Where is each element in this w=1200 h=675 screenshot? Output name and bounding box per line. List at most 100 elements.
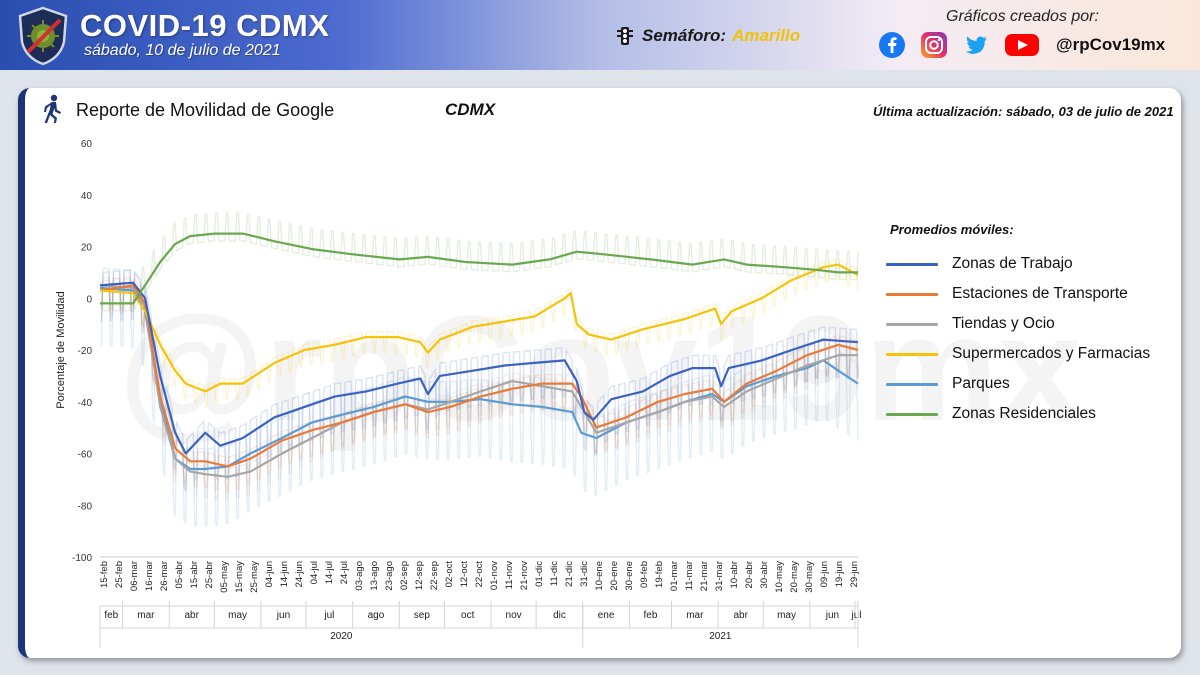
x-tick-label: 10-ene (594, 561, 605, 591)
region-label: CDMX (445, 100, 496, 119)
x-tick-label: 15-may (234, 561, 245, 593)
x-tick-label: 19-feb (654, 561, 665, 588)
y-tick-label: -80 (78, 501, 93, 512)
legend-label: Supermercados y Farmacias (952, 345, 1151, 362)
series-line-transporte (99, 284, 859, 468)
x-tick-label: 15-feb (99, 561, 110, 588)
x-tick-label: 06-mar (129, 561, 140, 591)
x-tick-label: 12-sep (414, 561, 425, 590)
x-tick-label: 11-dic (549, 561, 560, 586)
month-label: oct (461, 610, 475, 621)
x-tick-label: 15-abr (189, 561, 200, 588)
social-links: @rpCov19mx (878, 30, 1165, 60)
legend-item-residenciales: Zonas Residenciales (886, 404, 1096, 424)
x-tick-label: 25-feb (114, 561, 125, 588)
y-tick-label: -20 (78, 346, 93, 357)
month-label: mar (686, 610, 704, 621)
legend-label: Zonas Residenciales (952, 405, 1096, 422)
x-tick-label: 19-jun (834, 561, 845, 587)
y-axis-label: Porcentaje de Movilidad (55, 291, 67, 408)
x-tick-label: 09-jun (819, 561, 830, 587)
legend-swatch (886, 292, 938, 296)
legend-item-supermercados: Supermercados y Farmacias (886, 344, 1150, 364)
series-line-parques (99, 286, 859, 471)
instagram-icon[interactable] (920, 31, 948, 59)
daily-series-transporte (99, 275, 859, 494)
year-label: 2021 (709, 631, 732, 642)
x-tick-label: 05-abr (174, 561, 185, 588)
x-tick-label: 13-ago (369, 561, 380, 591)
month-label: jul (323, 610, 334, 621)
card-title: Reporte de Movilidad de Google (76, 100, 335, 120)
y-tick-label: -40 (78, 398, 93, 409)
x-tick-label: 05-may (219, 561, 230, 593)
x-tick-label: 14-jul (324, 561, 335, 584)
x-tick-label: 11-mar (684, 561, 695, 590)
y-tick-label: 40 (81, 191, 93, 202)
legend-title: Promedios móviles: (890, 222, 1014, 237)
chart-card (18, 88, 1181, 658)
x-tick-label: 30-may (804, 561, 815, 593)
legend-label: Estaciones de Transporte (952, 285, 1128, 302)
legend-item-tiendas: Tiendas y Ocio (886, 314, 1055, 334)
legend-swatch (886, 322, 938, 326)
x-tick-label: 01-nov (489, 561, 500, 590)
legend-label: Tiendas y Ocio (952, 315, 1055, 332)
credits-label: Gráficos creados por: (946, 8, 1099, 25)
year-label: 2020 (330, 631, 353, 642)
social-handle[interactable]: @rpCov19mx (1056, 35, 1166, 54)
x-tick-label: 20-ene (609, 561, 620, 591)
x-tick-label: 04-jun (264, 561, 275, 587)
x-tick-label: 12-oct (459, 561, 470, 588)
x-tick-label: 22-oct (474, 561, 485, 588)
watermark-text: @rpCov19mx (118, 284, 1081, 452)
y-tick-label: -60 (78, 450, 93, 461)
month-label: ago (368, 610, 385, 621)
x-tick-label: 04-jul (309, 561, 320, 584)
x-tick-label: 25-abr (204, 561, 215, 588)
y-tick-label: 20 (81, 243, 93, 254)
x-tick-label: 30-abr (759, 561, 770, 588)
month-label: may (228, 610, 247, 621)
x-tick-label: 10-abr (729, 561, 740, 588)
semaforo-status: Semáforo: Amarillo (616, 26, 800, 46)
x-tick-label: 26-mar (159, 561, 170, 591)
series-line-trabajo (99, 281, 859, 455)
walking-person-icon (44, 94, 61, 123)
x-tick-label: 21-nov (519, 561, 530, 590)
facebook-icon[interactable] (878, 31, 906, 59)
last-update: Última actualización: sábado, 03 de juli… (873, 104, 1174, 119)
month-label: sep (414, 610, 431, 621)
daily-series-tiendas (99, 276, 859, 501)
legend-item-transporte: Estaciones de Transporte (886, 284, 1128, 304)
twitter-icon[interactable] (962, 31, 990, 59)
daily-series-residenciales (100, 212, 859, 312)
x-tick-label: 02-oct (444, 561, 455, 588)
report-date: sábado, 10 de julio de 2021 (84, 42, 281, 59)
month-label: nov (506, 610, 522, 621)
daily-series-parques (99, 267, 859, 527)
x-tick-label: 16-mar (144, 561, 155, 591)
x-tick-label: 31-dic (579, 561, 590, 587)
covid-shield-logo-icon (18, 6, 68, 66)
month-label: jun (825, 610, 839, 621)
app-title: COVID-19 CDMX (80, 8, 330, 43)
month-label: feb (104, 610, 118, 621)
semaforo-value: Amarillo (732, 26, 801, 45)
series-line-supermercados (99, 263, 859, 393)
legend-swatch (886, 382, 938, 386)
month-label: abr (733, 610, 748, 621)
month-label: jun (276, 610, 290, 621)
series-line-tiendas (99, 284, 858, 478)
y-tick-label: -100 (72, 553, 92, 564)
legend-swatch (886, 352, 938, 356)
x-tick-label: 25-may (249, 561, 260, 593)
x-tick-label: 01-dic (534, 561, 545, 587)
x-tick-label: 21-dic (564, 561, 575, 587)
y-tick-label: 60 (81, 139, 93, 150)
youtube-icon[interactable] (1004, 31, 1040, 59)
legend-item-trabajo: Zonas de Trabajo (886, 254, 1073, 274)
x-tick-label: 11-nov (504, 561, 515, 590)
month-label: abr (185, 610, 200, 621)
